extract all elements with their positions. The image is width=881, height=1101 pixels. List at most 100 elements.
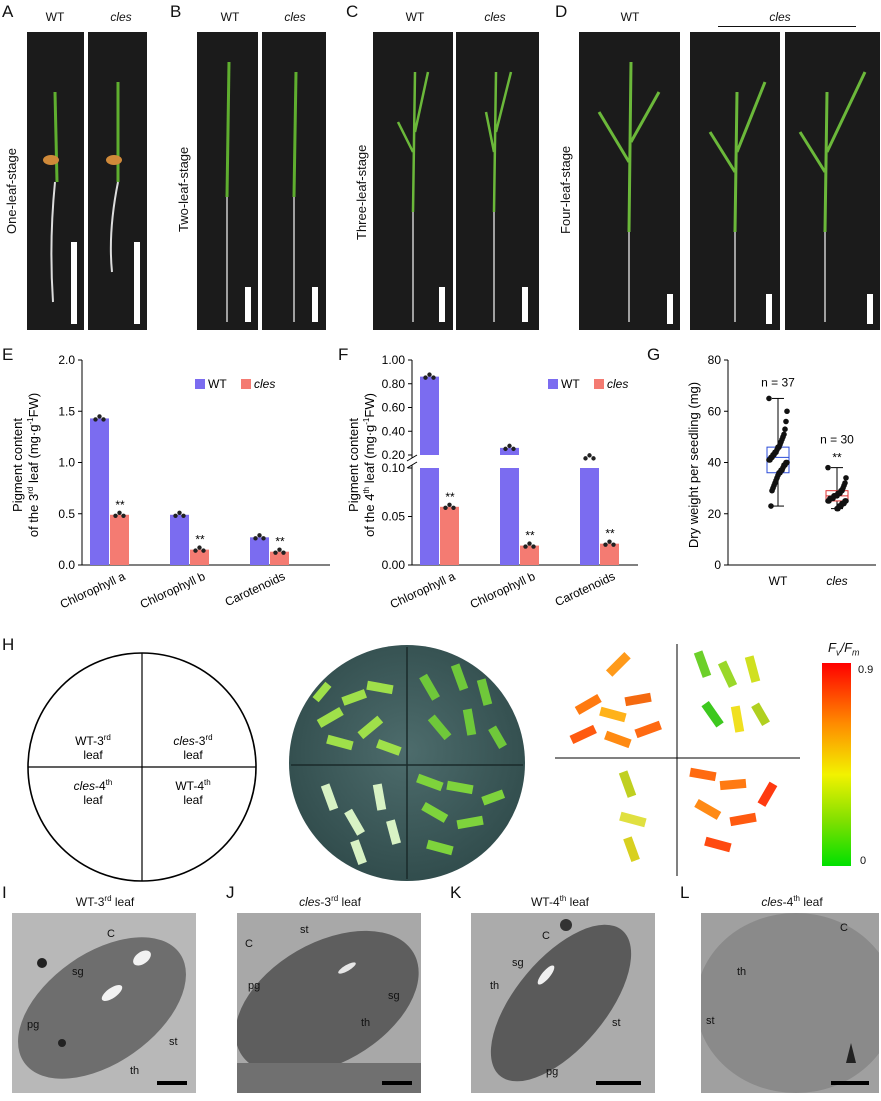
tem-l-label-st: st	[706, 1015, 715, 1027]
chart-g-significance: **	[832, 451, 842, 465]
tem-j-label-c: C	[245, 938, 253, 950]
panel-label-d: D	[555, 2, 568, 21]
data-point	[451, 505, 456, 510]
tem-l-label-th: th	[737, 966, 747, 978]
chart-e-significance: **	[275, 535, 285, 549]
data-point	[531, 544, 536, 549]
leaf-layout-diagram: WT-3rd leaf cles-3rd leaf cles-4th leaf WT-…	[27, 652, 257, 882]
tem-i-label-c: C	[107, 928, 115, 940]
data-point	[201, 548, 206, 553]
chart-g-point	[769, 487, 775, 494]
label-cles: cles	[769, 10, 791, 24]
scale-max-label: 0.9	[858, 664, 874, 676]
chart-f-significance: **	[605, 527, 615, 541]
chart-e-bar-cles	[190, 549, 209, 565]
data-point	[197, 545, 202, 550]
chart-g-point	[843, 475, 849, 481]
seedling-photo-wt	[579, 32, 680, 330]
chart-e-ytick-label: 0.5	[58, 507, 75, 521]
chart-e-ytick-label: 2.0	[58, 353, 75, 367]
data-point	[591, 456, 596, 461]
panel-label-h: H	[2, 635, 15, 654]
data-point	[253, 536, 258, 541]
fv-fm-color-scale	[822, 663, 851, 866]
tem-l-label-c: C	[840, 922, 848, 934]
label-wt: WT	[620, 10, 640, 24]
legend-swatch-cles	[241, 379, 251, 389]
tem-i-title: WT-3rd leaf	[75, 894, 135, 909]
chart-g-ytick-label: 0	[714, 558, 721, 572]
tem-j-title: cles-3rd leaf	[299, 894, 361, 909]
tem-j-label-pg: pg	[248, 980, 261, 992]
data-point	[281, 550, 286, 555]
chart-e-bar-wt	[90, 418, 109, 565]
chart-f-ylabel-2: of the 4th leaf (mg·g-1FW)	[362, 393, 377, 537]
chart-g-ytick-label: 60	[708, 404, 722, 418]
chart-f-bar-wt-upper	[420, 376, 439, 455]
data-point	[121, 513, 126, 518]
chart-f-category-label: Chlorophyll b	[468, 569, 538, 611]
legend-label-cles: cles	[607, 377, 628, 391]
tem-image-i	[12, 913, 196, 1093]
chart-g-n-label: n = 37	[761, 375, 795, 389]
data-point	[173, 513, 178, 518]
tem-l-title: cles-4th leaf	[761, 894, 823, 909]
data-point	[113, 513, 118, 518]
tem-image-k	[471, 913, 655, 1093]
panel-label-b: B	[170, 2, 182, 21]
chart-g-point	[834, 505, 840, 512]
quadrant-wt-3rd: WT-3rd leaf	[75, 733, 111, 762]
chart-e-bar-wt	[170, 514, 189, 565]
chart-g-point	[768, 503, 774, 509]
chart-f-bar-cles	[600, 543, 619, 565]
fv-fm-image	[555, 644, 800, 876]
chart-g-point	[782, 426, 788, 432]
data-point	[181, 513, 186, 518]
stage-label: Two-leaf-stage	[176, 146, 191, 232]
panel-label-c: C	[346, 2, 359, 21]
chart-e-category-label: Chlorophyll b	[138, 569, 208, 611]
quadrant-cles-4th: cles-4th leaf	[74, 778, 113, 807]
chart-f-axis-break	[406, 461, 418, 469]
chart-e-ylabel-2: of the 3rd leaf (mg·g-1FW)	[26, 393, 41, 537]
chart-g-point	[783, 418, 789, 425]
tem-j-label-sg: sg	[388, 990, 400, 1002]
chart-e-category-label: Chlorophyll a	[58, 569, 128, 611]
seedling-photo-wt	[197, 32, 258, 330]
chart-e-category-label: Carotenoids	[223, 569, 288, 609]
chart-g-ylabel: Dry weight per seedling (mg)	[686, 382, 701, 548]
legend-swatch-cles	[594, 379, 604, 389]
seedling-photo-cles	[456, 32, 539, 330]
quadrant-wt-4th: WT-4th leaf	[175, 778, 210, 807]
tem-k-label-pg: pg	[546, 1066, 559, 1078]
tem-i-label-th: th	[130, 1065, 140, 1077]
data-point	[583, 456, 588, 461]
tem-image-l	[701, 913, 879, 1093]
seedling-photo-cles	[262, 32, 326, 330]
chart-f-bar-wt	[420, 468, 439, 565]
chart-e-significance: **	[195, 533, 205, 547]
tem-i-label-sg: sg	[72, 966, 84, 978]
chart-e-bar-cles	[270, 551, 289, 565]
tem-image-j	[237, 913, 421, 1093]
chart-g-point	[766, 395, 772, 402]
chart-f-bar-wt	[580, 468, 599, 565]
stage-label: Four-leaf-stage	[558, 145, 573, 234]
data-point	[97, 414, 102, 419]
scale-min-label: 0	[860, 855, 867, 867]
tem-k-label-th: th	[490, 980, 500, 992]
chart-f-ytick-label: 0.05	[382, 510, 406, 524]
data-point	[507, 443, 512, 449]
data-point	[177, 510, 182, 515]
seedling-photo-cles-2	[785, 32, 880, 330]
chart-f-significance: **	[525, 529, 535, 543]
chart-f-ytick-label: 1.00	[382, 353, 406, 367]
chart-f-ytick-label: 0.20	[382, 448, 406, 462]
data-point	[257, 533, 262, 538]
quadrant-cles-3rd: cles-3rd leaf	[173, 733, 212, 762]
seedling-photo-wt	[373, 32, 453, 330]
chart-f-axis-break	[406, 454, 418, 462]
label-cles: cles	[484, 10, 506, 24]
chart-f-ytick-label: 0.40	[382, 424, 406, 438]
